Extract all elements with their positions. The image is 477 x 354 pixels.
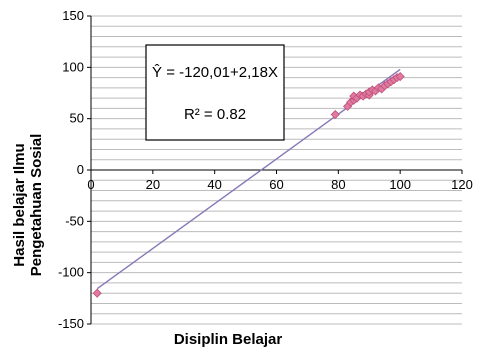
data-point [92, 288, 102, 298]
y-tick-labels: 150 100 50 0 -50 -100 -150 [58, 8, 84, 331]
data-point [395, 72, 405, 82]
y-axis-title-line1: Hasil belajar Ilmu [11, 143, 28, 266]
x-tick-label: 20 [146, 177, 160, 192]
y-tick-label: 50 [70, 111, 84, 126]
x-tick-label: 0 [87, 177, 94, 192]
y-tick-label: -100 [58, 265, 84, 280]
y-tick-label: 0 [77, 162, 84, 177]
y-tick-label: -150 [58, 316, 84, 331]
x-axis-title: Disiplin Belajar [174, 331, 283, 348]
x-tick-label: 60 [269, 177, 283, 192]
x-tick-label: 120 [451, 177, 473, 192]
y-axis-title-line2: Pengetahuan Sosial [28, 134, 45, 277]
r-squared-label: R² = 0.82 [184, 106, 246, 123]
x-tick-label: 100 [389, 177, 411, 192]
regression-equation: Ŷ = -120,01+2,18X [152, 64, 278, 81]
y-tick-label: 100 [62, 59, 84, 74]
y-tick-label: 150 [62, 8, 84, 23]
equation-box-frame [145, 44, 285, 141]
data-points [92, 72, 405, 298]
y-tick-label: -50 [65, 213, 84, 228]
x-tick-labels: 0 20 40 60 80 100 120 [87, 177, 472, 192]
equation-box: Ŷ = -120,01+2,18X R² = 0.82 [145, 44, 285, 141]
y-axis-title: Hasil belajar Ilmu Pengetahuan Sosial [11, 134, 45, 277]
x-tick-label: 80 [331, 177, 345, 192]
axes [87, 15, 463, 325]
x-tick-label: 40 [207, 177, 221, 192]
data-point [330, 109, 340, 120]
